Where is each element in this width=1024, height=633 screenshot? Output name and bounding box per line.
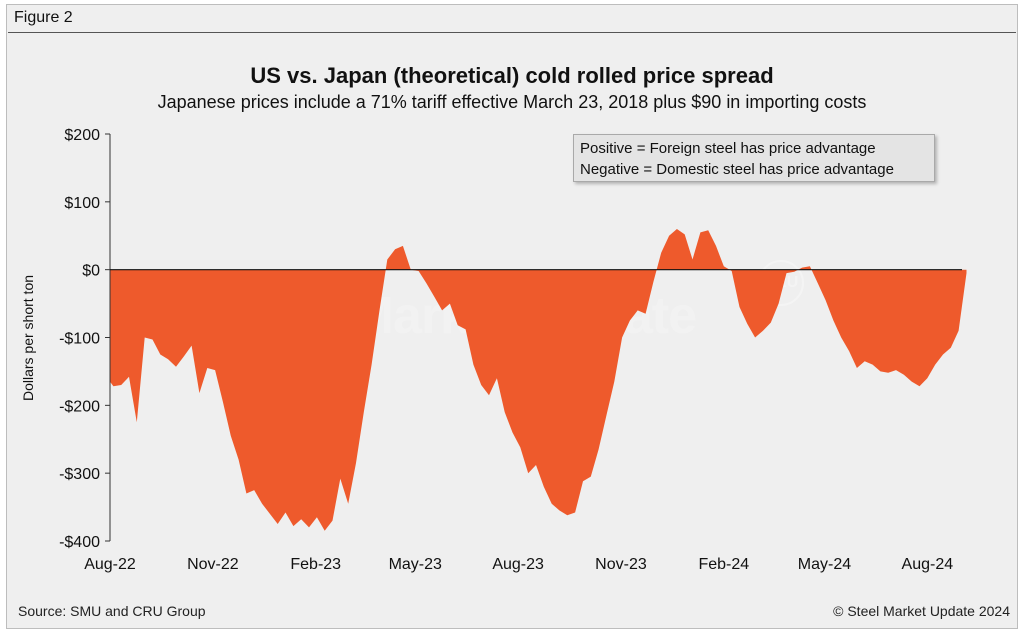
x-tick-label: Aug-23 xyxy=(492,556,544,573)
x-tick-label: Nov-23 xyxy=(595,556,647,573)
y-tick-label: -$100 xyxy=(59,331,100,348)
chart-subtitle: Japanese prices include a 71% tariff eff… xyxy=(157,92,867,112)
copyright-note: © Steel Market Update 2024 xyxy=(833,603,1010,619)
y-tick-label: -$300 xyxy=(59,466,100,483)
chart-title: US vs. Japan (theoretical) cold rolled p… xyxy=(250,63,774,88)
x-tick-label: May-23 xyxy=(389,556,442,573)
y-tick-label: $0 xyxy=(82,263,100,280)
x-tick-label: Nov-22 xyxy=(187,556,239,573)
source-note: Source: SMU and CRU Group xyxy=(18,603,206,619)
y-tick-label: $100 xyxy=(64,195,100,212)
x-tick-label: Aug-24 xyxy=(902,556,954,573)
legend-line-negative: Negative = Domestic steel has price adva… xyxy=(580,161,894,178)
x-tick-label: May-24 xyxy=(798,556,851,573)
x-tick-label: Feb-24 xyxy=(698,556,749,573)
legend-box: Positive = Foreign steel has price advan… xyxy=(573,134,935,182)
x-tick-label: Aug-22 xyxy=(84,556,136,573)
legend-line-positive: Positive = Foreign steel has price advan… xyxy=(580,140,876,157)
y-tick-label: -$200 xyxy=(59,398,100,415)
figure-label: Figure 2 xyxy=(14,9,73,26)
figure-divider xyxy=(8,32,1016,33)
y-tick-label: $200 xyxy=(64,127,100,144)
y-tick-label: -$400 xyxy=(59,534,100,551)
spread-area-series-0 xyxy=(110,229,967,531)
x-tick-label: Feb-23 xyxy=(290,556,341,573)
